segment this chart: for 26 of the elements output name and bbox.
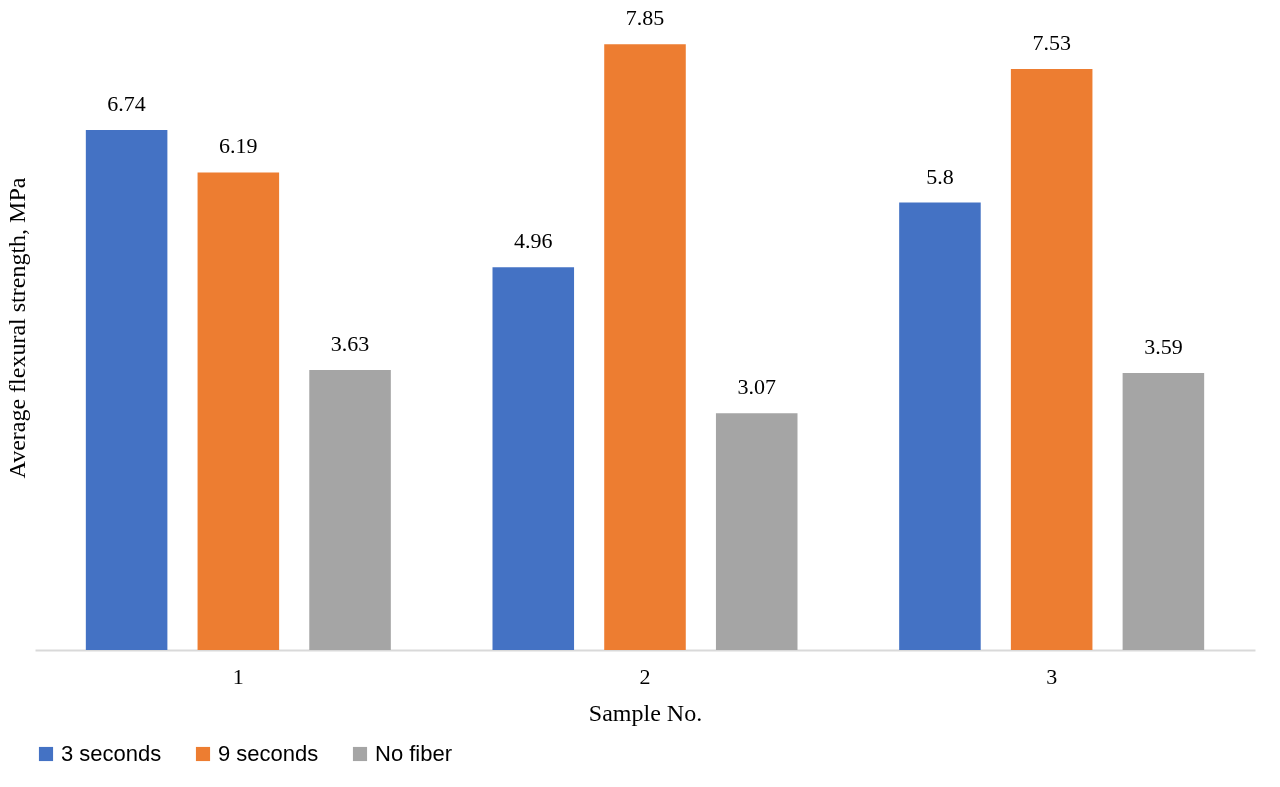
data-label: 7.53 (1032, 30, 1071, 56)
bar (197, 172, 280, 650)
data-label: 6.74 (107, 91, 146, 116)
bar (899, 202, 981, 650)
bar (85, 130, 168, 650)
data-label: 3.59 (1144, 334, 1183, 360)
legend-label: 9 seconds (218, 741, 319, 766)
data-label: 3.07 (737, 374, 776, 400)
bar (1122, 373, 1205, 650)
data-label: 7.85 (625, 5, 665, 31)
bar (604, 44, 686, 650)
x-tick-label: 1 (232, 663, 244, 689)
x-axis-title: Sample No. (588, 699, 703, 726)
legend-label: 3 seconds (61, 741, 162, 766)
data-label: 4.96 (514, 228, 553, 254)
data-label: 5.8 (926, 163, 954, 189)
x-tick-label: 2 (639, 663, 651, 689)
x-tick-label: 3 (1046, 663, 1058, 689)
bar (1010, 69, 1093, 650)
y-axis-title: Average flexural strength, MPa (3, 177, 30, 479)
data-label: 3.63 (330, 330, 370, 356)
legend-label: No fiber (375, 741, 453, 766)
data-label: 6.19 (219, 133, 258, 159)
bar (492, 267, 575, 650)
bar (309, 369, 391, 650)
bar (715, 413, 798, 650)
